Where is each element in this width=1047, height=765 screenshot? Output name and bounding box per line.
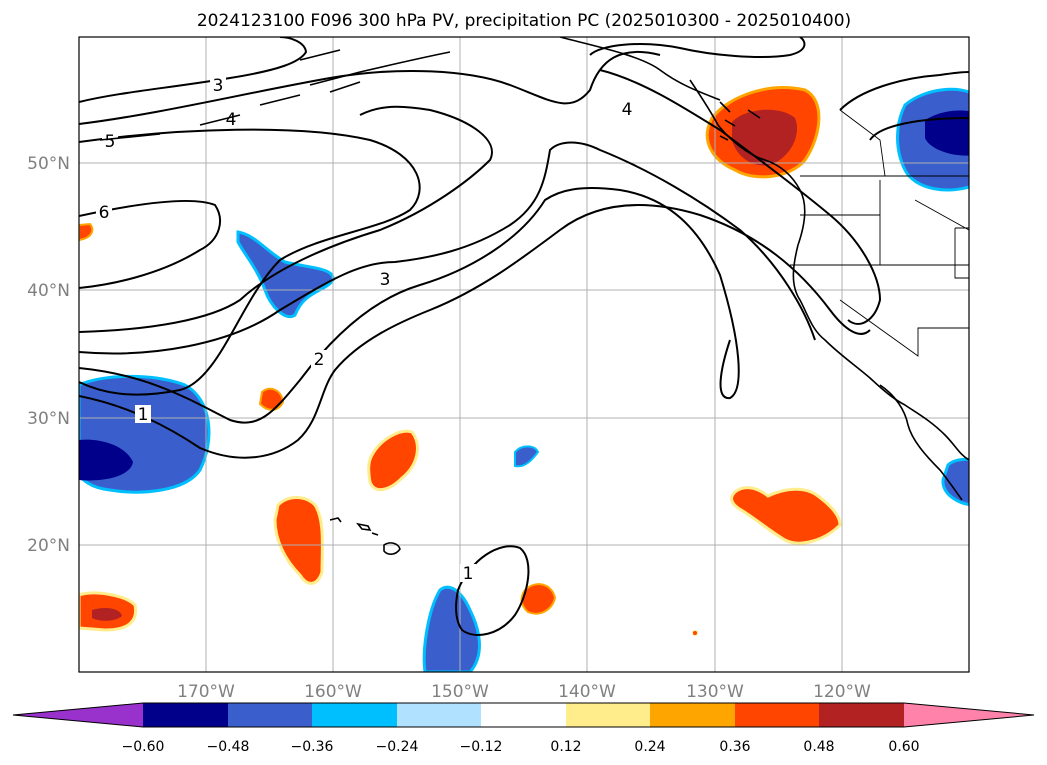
pv-contour <box>79 187 740 424</box>
colorbar-tick: −0.12 <box>460 739 503 755</box>
state-borders <box>790 109 969 357</box>
lon-label: 170°W <box>177 682 235 702</box>
lat-label: 20°N <box>27 536 70 556</box>
contour-label: 1 <box>138 405 149 425</box>
map-title: 2024123100 F096 300 hPa PV, precipitatio… <box>197 11 851 31</box>
lon-label: 120°W <box>813 682 871 702</box>
latitude-labels: 50°N 40°N 30°N 20°N <box>27 154 70 556</box>
colorbar-segment <box>566 703 650 727</box>
lat-label: 50°N <box>27 154 70 174</box>
precip-positive-dot <box>692 630 698 636</box>
pv-contour <box>79 199 221 289</box>
pv-contour <box>599 69 882 325</box>
map-content: 3 4 5 6 3 2 1 4 1 <box>79 37 969 672</box>
colorbar-segment <box>228 703 312 727</box>
canada-islands <box>719 101 761 141</box>
pv-contours <box>79 37 969 636</box>
precip-negative-core <box>925 110 969 156</box>
pv-contour <box>79 105 493 333</box>
colorbar-segment <box>819 703 904 727</box>
precipitation-shading <box>79 86 969 672</box>
contour-label: 5 <box>105 132 116 152</box>
pv-contour <box>79 204 871 459</box>
contour-label: 2 <box>314 350 325 370</box>
colorbar-segment <box>143 703 228 727</box>
contour-label: 3 <box>380 270 391 290</box>
pv-contour <box>79 50 661 125</box>
contour-label: 3 <box>213 76 224 96</box>
colorbar-tick: 0.36 <box>719 739 750 755</box>
map-background <box>79 37 969 672</box>
colorbar-segment <box>650 703 735 727</box>
hawaii-islands <box>329 517 401 555</box>
map-frame <box>78 36 970 673</box>
contour-labels: 3 4 5 6 3 2 1 4 1 <box>96 76 635 584</box>
precip-negative-core <box>79 439 133 481</box>
us-west-coastline <box>792 244 969 461</box>
pv-contour <box>79 128 421 396</box>
borders <box>790 109 969 357</box>
pv-contour <box>839 71 969 111</box>
lon-label: 130°W <box>686 682 744 702</box>
pv-contour <box>79 141 816 355</box>
precip-negative-region <box>941 457 969 507</box>
pv-contour <box>589 37 806 59</box>
pv-contour <box>455 545 530 636</box>
contour-label: 4 <box>226 110 237 130</box>
lon-label: 160°W <box>304 682 362 702</box>
colorbar-outline <box>12 702 1035 728</box>
colorbar: −0.60 −0.48 −0.36 −0.24 −0.12 0.12 0.24 … <box>12 702 1035 755</box>
colorbar-tick: 0.24 <box>634 739 665 755</box>
precip-positive-region <box>730 486 842 545</box>
colorbar-tick: −0.36 <box>291 739 334 755</box>
precip-negative-region <box>514 445 540 468</box>
contour-label: 6 <box>99 203 110 223</box>
coastlines <box>99 37 969 555</box>
lat-label: 40°N <box>27 281 70 301</box>
lat-label: 30°N <box>27 409 70 429</box>
colorbar-tick: 0.48 <box>803 739 834 755</box>
longitude-labels: 170°W 160°W 150°W 140°W 130°W 120°W <box>177 682 871 702</box>
colorbar-segment <box>312 703 397 727</box>
colorbar-tick: 0.12 <box>550 739 581 755</box>
colorbar-tick: −0.48 <box>207 739 250 755</box>
contour-label: 4 <box>622 100 633 120</box>
colorbar-tick: 0.60 <box>888 739 919 755</box>
alaska-coastline <box>99 37 721 141</box>
colorbar-extend-low <box>13 703 143 727</box>
colorbar-segment <box>481 703 566 727</box>
colorbar-tick: −0.60 <box>122 739 165 755</box>
lon-label: 150°W <box>431 682 489 702</box>
colorbar-extend-high <box>904 703 1034 727</box>
colorbar-segment <box>735 703 819 727</box>
pv-contour <box>79 37 308 103</box>
bc-coastline <box>689 79 806 246</box>
precip-positive-region <box>258 387 285 411</box>
precip-positive-region <box>273 496 324 585</box>
colorbar-tick: −0.24 <box>376 739 419 755</box>
baja-coastline <box>879 384 963 501</box>
colorbar-segment <box>397 703 481 727</box>
contour-label: 1 <box>463 564 474 584</box>
precip-positive-region <box>367 429 419 492</box>
lon-label: 140°W <box>558 682 616 702</box>
precip-positive-core <box>92 608 122 621</box>
